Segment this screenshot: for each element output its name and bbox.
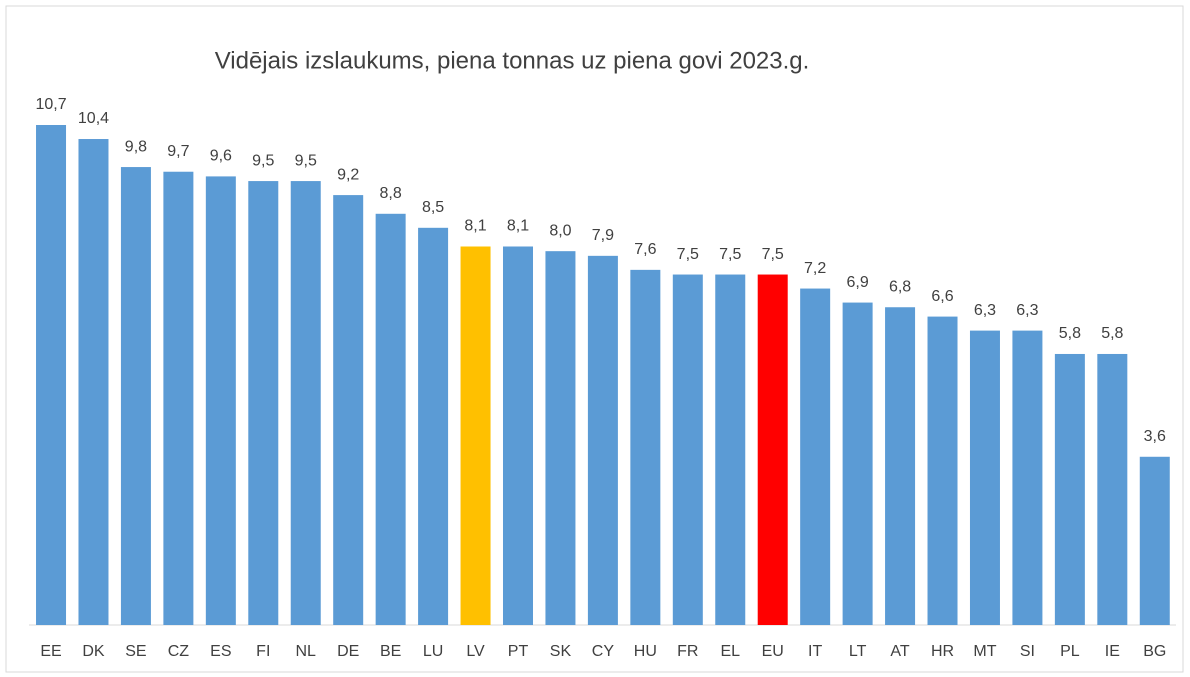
value-label: 8,1 [464,218,486,235]
bar [1054,353,1085,625]
value-label: 5,8 [1101,325,1123,342]
value-label: 10,7 [35,96,66,113]
value-label: 6,6 [931,288,953,305]
x-tick-label: IT [808,643,822,660]
x-tick-label: MT [973,643,996,660]
value-label: 7,5 [677,246,699,263]
x-tick-label: PT [508,643,529,660]
x-tick-label: AT [890,643,909,660]
bar [460,246,491,625]
value-label: 6,8 [889,278,911,295]
value-label: 7,2 [804,260,826,277]
x-tick-label: LV [466,643,485,660]
bar [800,288,831,625]
x-tick-label: EE [40,643,61,660]
bar [248,181,279,625]
value-label: 9,8 [125,138,147,155]
bar [715,274,746,625]
value-label: 6,9 [846,274,868,291]
value-label: 8,1 [507,218,529,235]
bar [587,255,618,625]
value-label: 6,3 [1016,302,1038,319]
x-tick-label: LT [849,643,867,660]
x-tick-label: BE [380,643,401,660]
x-tick-label: HR [931,643,954,660]
x-tick-label: BG [1143,643,1166,660]
x-tick-label: EL [720,643,740,660]
bar [375,213,406,626]
x-tick-label: PL [1060,643,1080,660]
x-tick-label: EU [762,643,784,660]
x-tick-label: SE [125,643,146,660]
bar [672,274,703,625]
x-tick-label: FI [256,643,270,660]
x-tick-label: NL [296,643,317,660]
value-label: 8,0 [549,222,571,239]
value-label: 5,8 [1059,325,1081,342]
bar [630,269,661,625]
value-label: 8,5 [422,199,444,216]
x-tick-label: ES [210,643,231,660]
bar [1097,353,1128,625]
value-label: 7,9 [592,227,614,244]
value-label: 9,5 [252,152,274,169]
value-label: 9,5 [295,152,317,169]
x-tick-label: LU [423,643,443,660]
bar [1139,456,1170,625]
value-label: 6,3 [974,302,996,319]
value-label: 9,6 [210,148,232,165]
bar [842,302,873,625]
value-label: 7,5 [719,246,741,263]
bar [78,139,109,626]
bar [502,246,533,625]
value-label: 9,2 [337,166,359,183]
x-tick-label: FR [677,643,698,660]
x-tick-label: CY [592,643,615,660]
value-label: 10,4 [78,110,109,127]
bar [1012,330,1043,625]
bar [205,176,236,626]
x-tick-label: DK [82,643,105,660]
bar [36,125,67,625]
bar [885,307,916,625]
bar [757,274,788,625]
x-tick-label: DE [337,643,359,660]
x-tick-label: SI [1020,643,1035,660]
bar [927,316,958,625]
chart-title: Vidējais izslaukums, piena tonnas uz pie… [215,47,810,74]
bar [163,171,194,625]
bar [418,227,449,625]
bar [969,330,1000,625]
bar [545,251,576,626]
bar [120,167,151,625]
value-label: 3,6 [1144,428,1166,445]
x-tick-label: SK [550,643,572,660]
value-label: 8,8 [380,185,402,202]
value-label: 7,6 [634,241,656,258]
value-label: 7,5 [762,246,784,263]
value-label: 9,7 [167,143,189,160]
x-tick-label: HU [634,643,657,660]
x-tick-label: IE [1105,643,1120,660]
bar [333,195,364,626]
x-tick-label: CZ [168,643,190,660]
bar [290,181,321,625]
